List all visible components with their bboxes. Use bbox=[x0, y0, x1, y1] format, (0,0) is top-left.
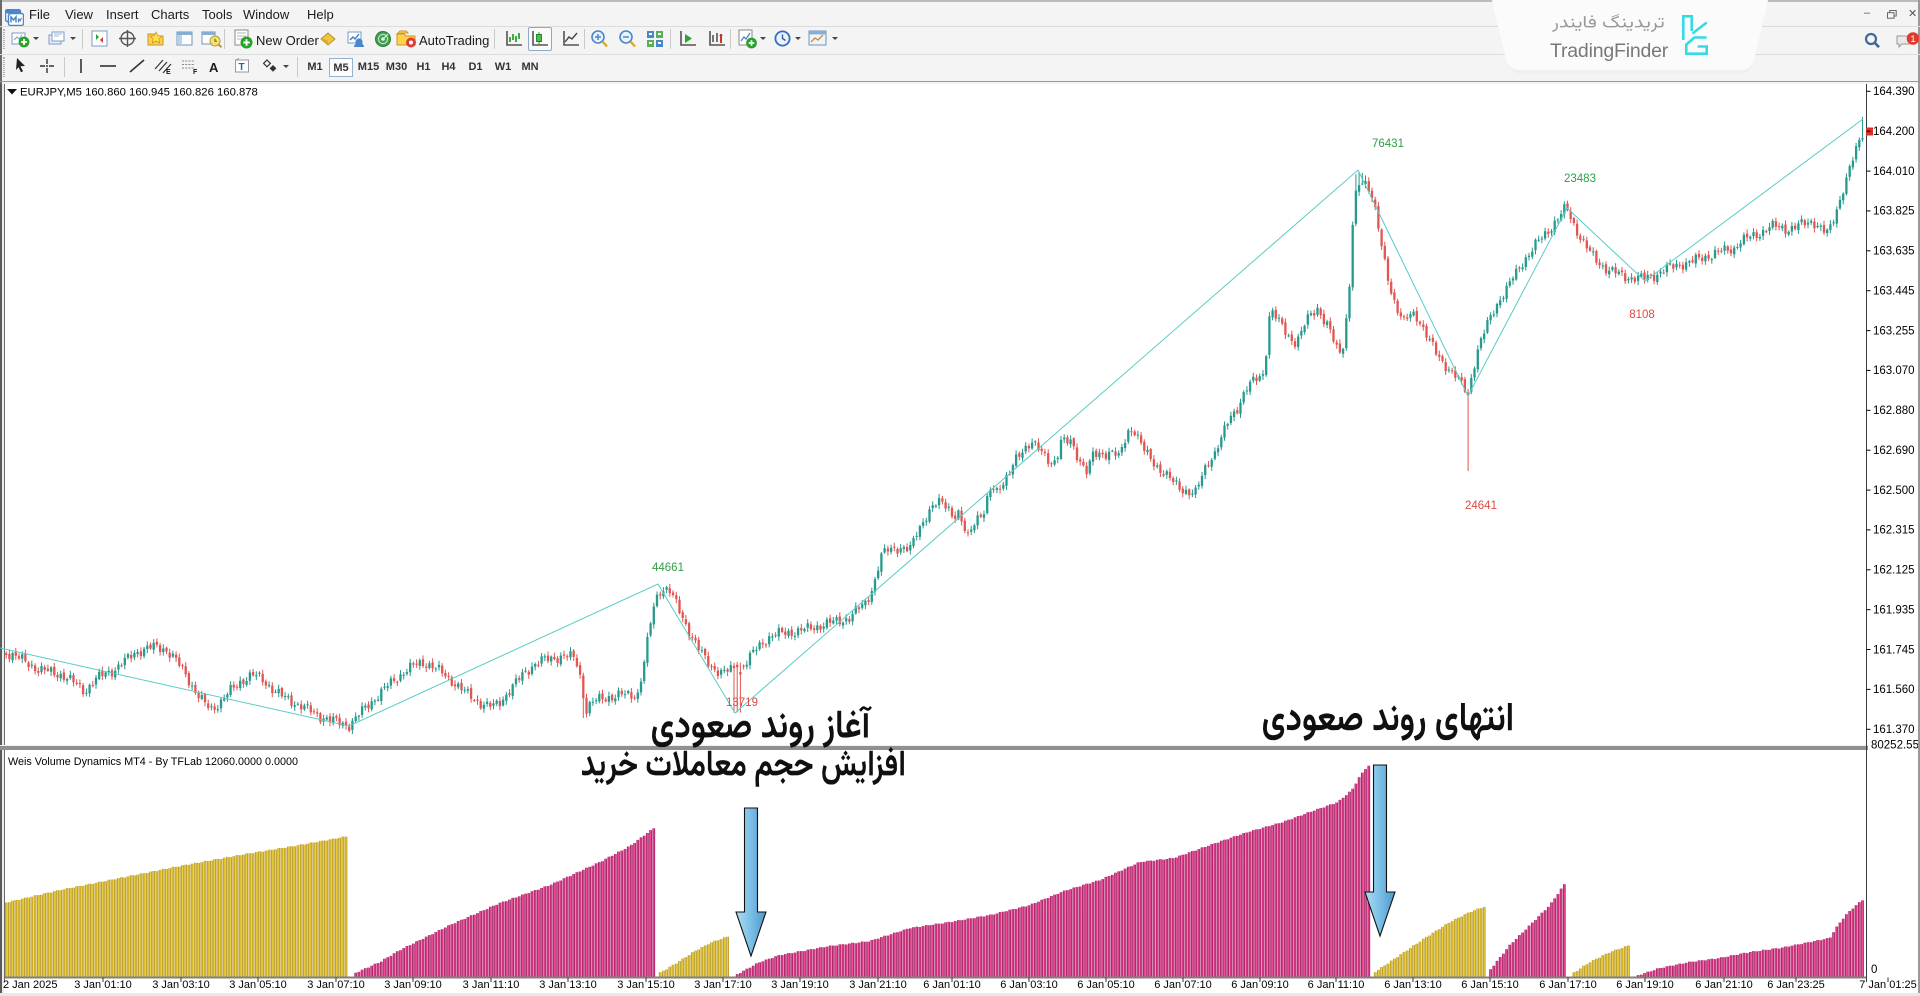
svg-text:164.390: 164.390 bbox=[1873, 86, 1915, 98]
svg-text:2 Jan 2025: 2 Jan 2025 bbox=[3, 979, 57, 991]
svg-text:24641: 24641 bbox=[1465, 500, 1497, 512]
svg-text:161.745: 161.745 bbox=[1873, 644, 1915, 656]
svg-text:3 Jan 09:10: 3 Jan 09:10 bbox=[384, 979, 442, 991]
svg-text:163.255: 163.255 bbox=[1873, 325, 1915, 337]
svg-text:161.935: 161.935 bbox=[1873, 605, 1915, 617]
svg-text:163.070: 163.070 bbox=[1873, 365, 1915, 377]
svg-text:6 Jan 09:10: 6 Jan 09:10 bbox=[1231, 979, 1289, 991]
svg-text:3 Jan 05:10: 3 Jan 05:10 bbox=[229, 979, 287, 991]
svg-text:6 Jan 23:25: 6 Jan 23:25 bbox=[1767, 979, 1825, 991]
svg-text:3 Jan 13:10: 3 Jan 13:10 bbox=[539, 979, 597, 991]
svg-text:6 Jan 21:10: 6 Jan 21:10 bbox=[1695, 979, 1753, 991]
svg-text:162.125: 162.125 bbox=[1873, 565, 1915, 577]
svg-text:164.010: 164.010 bbox=[1873, 166, 1915, 178]
svg-text:44661: 44661 bbox=[652, 562, 684, 574]
svg-text:EURJPY,M5 160.860 160.945 160: EURJPY,M5 160.860 160.945 160.826 160.87… bbox=[20, 87, 258, 99]
svg-text:6 Jan 05:10: 6 Jan 05:10 bbox=[1077, 979, 1135, 991]
svg-text:Weis Volume Dynamics MT4 - By: Weis Volume Dynamics MT4 - By TFLab 1206… bbox=[8, 756, 298, 768]
svg-text:7 Jan 01:25: 7 Jan 01:25 bbox=[1859, 979, 1917, 991]
svg-text:6 Jan 07:10: 6 Jan 07:10 bbox=[1154, 979, 1212, 991]
svg-text:3 Jan 19:10: 3 Jan 19:10 bbox=[771, 979, 829, 991]
svg-text:1: 1 bbox=[1910, 34, 1915, 45]
svg-text:163.825: 163.825 bbox=[1873, 206, 1915, 218]
svg-text:163.445: 163.445 bbox=[1873, 286, 1915, 298]
svg-text:E: E bbox=[166, 69, 171, 75]
svg-text:3 Jan 01:10: 3 Jan 01:10 bbox=[74, 979, 132, 991]
svg-text:6 Jan 19:10: 6 Jan 19:10 bbox=[1616, 979, 1674, 991]
svg-text:162.500: 162.500 bbox=[1873, 485, 1915, 497]
svg-text:6 Jan 03:10: 6 Jan 03:10 bbox=[1000, 979, 1058, 991]
svg-text:0: 0 bbox=[1871, 964, 1877, 976]
svg-text:80252.55: 80252.55 bbox=[1871, 740, 1919, 752]
svg-text:162.315: 162.315 bbox=[1873, 525, 1915, 537]
svg-text:6 Jan 13:10: 6 Jan 13:10 bbox=[1384, 979, 1442, 991]
svg-text:6 Jan 01:10: 6 Jan 01:10 bbox=[923, 979, 981, 991]
svg-text:3 Jan 03:10: 3 Jan 03:10 bbox=[152, 979, 210, 991]
svg-text:3 Jan 15:10: 3 Jan 15:10 bbox=[617, 979, 675, 991]
svg-text:3 Jan 21:10: 3 Jan 21:10 bbox=[849, 979, 907, 991]
svg-text:76431: 76431 bbox=[1372, 138, 1404, 150]
svg-text:23483: 23483 bbox=[1564, 173, 1596, 185]
svg-text:162.880: 162.880 bbox=[1873, 405, 1915, 417]
svg-text:3 Jan 07:10: 3 Jan 07:10 bbox=[307, 979, 365, 991]
svg-text:162.690: 162.690 bbox=[1873, 445, 1915, 457]
svg-text:6 Jan 11:10: 6 Jan 11:10 bbox=[1308, 979, 1365, 991]
svg-text:8108: 8108 bbox=[1629, 309, 1655, 321]
svg-text:6 Jan 15:10: 6 Jan 15:10 bbox=[1461, 979, 1519, 991]
svg-text:163.635: 163.635 bbox=[1873, 246, 1915, 258]
svg-text:6 Jan 17:10: 6 Jan 17:10 bbox=[1539, 979, 1597, 991]
svg-text:3 Jan 17:10: 3 Jan 17:10 bbox=[694, 979, 752, 991]
svg-text:161.370: 161.370 bbox=[1873, 724, 1915, 736]
svg-text:3 Jan 11:10: 3 Jan 11:10 bbox=[463, 979, 520, 991]
svg-text:F: F bbox=[193, 69, 198, 75]
svg-text:T: T bbox=[239, 62, 245, 73]
svg-text:13719: 13719 bbox=[726, 697, 758, 709]
svg-text:164.200: 164.200 bbox=[1873, 126, 1915, 138]
svg-text:161.560: 161.560 bbox=[1873, 684, 1915, 696]
